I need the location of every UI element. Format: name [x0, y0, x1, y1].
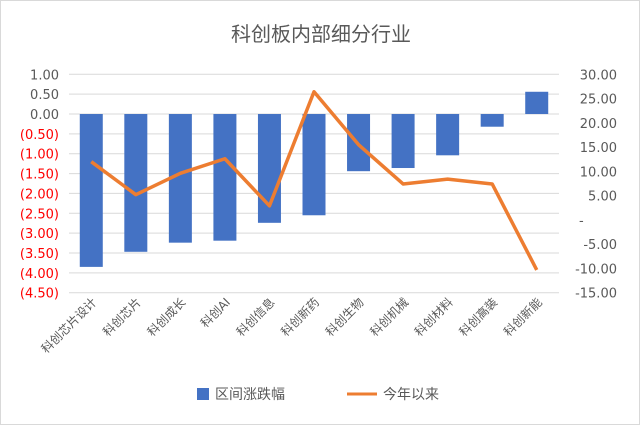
bar: [481, 114, 504, 127]
left-axis-tick-label: (1.50): [20, 168, 59, 183]
bar: [80, 114, 103, 267]
left-axis-tick-label: (3.50): [20, 247, 59, 262]
right-axis-tick-label: 20.00: [580, 117, 617, 132]
left-axis-tick-label: 0.50: [30, 88, 59, 103]
right-axis-tick-label: 15.00: [580, 141, 617, 156]
right-axis-tick-label: -10.00: [575, 262, 617, 277]
left-axis-tick-label: (1.00): [20, 148, 59, 163]
left-axis-tick-label: (4.50): [20, 287, 59, 302]
bar: [213, 114, 236, 241]
category-label: 科创生物: [323, 295, 367, 339]
category-label: 科创信息: [233, 295, 278, 340]
chart-title: 科创板内部细分行业: [231, 22, 411, 46]
legend-label-bar: 区间涨跌幅: [215, 387, 285, 403]
category-label: 科创高装: [456, 295, 501, 340]
category-label: 科创芯片: [100, 295, 144, 339]
right-axis-tick-label: 25.00: [580, 93, 617, 108]
left-axis-tick-label: (4.00): [20, 267, 59, 282]
category-label: 科创芯片设计: [39, 295, 100, 356]
category-label: 科创成长: [145, 295, 189, 339]
right-axis-tick-label: 10.00: [580, 165, 617, 180]
left-axis-tick-label: (3.00): [20, 227, 59, 242]
category-label: 科创材料: [412, 295, 456, 339]
bar: [303, 114, 326, 215]
right-axis-tick-label: -: [579, 214, 584, 229]
right-axis-tick-label: -5.00: [583, 238, 617, 253]
right-axis-tick-label: 30.00: [580, 68, 617, 83]
legend: 区间涨跌幅 今年以来: [197, 387, 439, 403]
bar: [436, 114, 459, 155]
bar: [525, 92, 548, 114]
category-label: 科创机械: [367, 295, 412, 340]
left-axis-tick-label: 1.00: [30, 68, 59, 83]
right-axis-tick-label: 5.00: [588, 190, 617, 205]
bar: [124, 114, 147, 252]
category-label: 科创新药: [278, 295, 323, 340]
category-label: 科创新能: [500, 295, 545, 340]
legend-swatch-bar: [197, 388, 209, 400]
legend-label-line: 今年以来: [383, 387, 439, 403]
left-axis-tick-label: (2.50): [20, 207, 59, 222]
category-label: 科创AI: [198, 295, 233, 330]
left-axis-tick-label: (2.00): [20, 187, 59, 202]
left-axis-tick-label: (0.50): [20, 128, 59, 143]
bar: [392, 114, 415, 168]
left-axis-tick-label: 0.00: [30, 108, 59, 123]
right-axis-tick-label: -15.00: [575, 287, 617, 302]
